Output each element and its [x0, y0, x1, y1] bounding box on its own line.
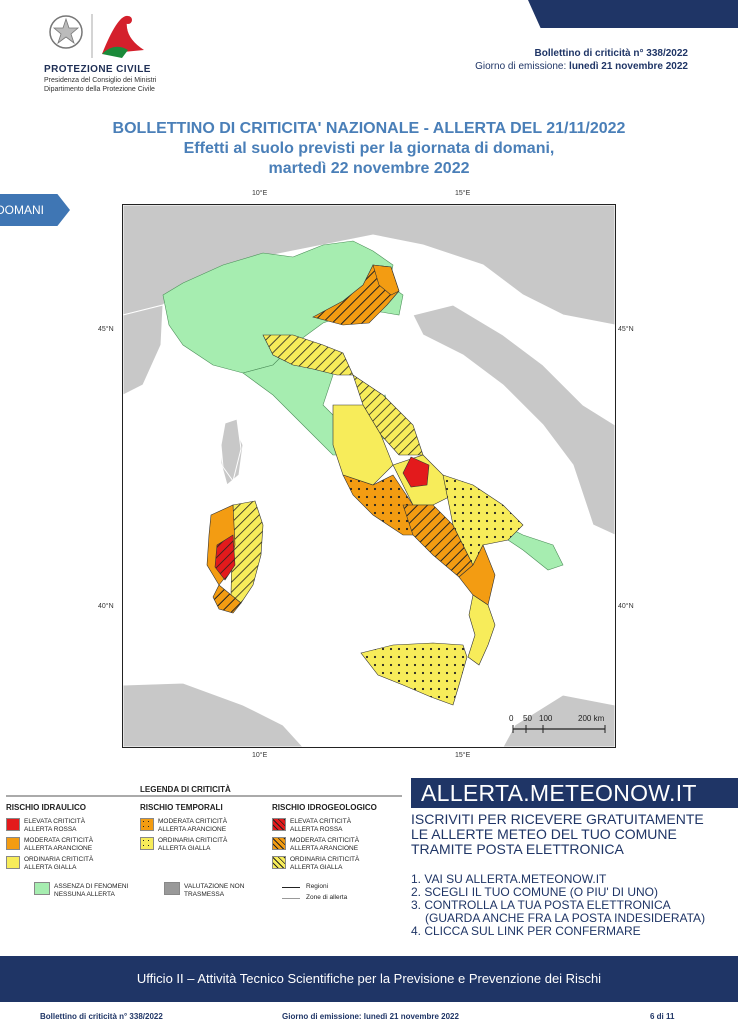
lat-tick-label: 40°N — [618, 603, 634, 610]
bulletin-number: Bollettino di criticità n° 338/2022 — [534, 48, 689, 59]
legend-header-temporali: RISCHIO TEMPORALI — [140, 803, 223, 812]
zone-calabria — [467, 594, 496, 666]
zone-sicily — [360, 642, 468, 706]
zone-emilia — [262, 334, 354, 376]
domani-tab[interactable]: DOMANI — [0, 194, 70, 226]
swatch-idrogeologico-gialla — [272, 856, 286, 869]
legend-item: ELEVATA CRITICITÀ ALLERTA ROSSA — [24, 818, 86, 833]
lon-tick-label: 10°E — [252, 752, 268, 759]
swatch-valutazione — [164, 882, 180, 895]
legend-item: ORDINARIA CRITICITÀ ALLERTA GIALLA — [158, 837, 228, 852]
zone-puglia — [442, 474, 524, 566]
promo-steps: 1. VAI SU ALLERTA.METEONOW.IT 2. SCEGLI … — [411, 872, 706, 938]
alert-map: 0 50 100 200 km — [122, 204, 616, 748]
zone-sardinia-south — [212, 584, 242, 614]
page-title: BOLLETTINO DI CRITICITA' NAZIONALE - ALL… — [112, 120, 626, 137]
legend-title: LEGENDA DI CRITICITÀ — [140, 785, 231, 794]
scale-label: 50 — [523, 714, 532, 723]
corsica — [220, 418, 242, 483]
legend-header-idrogeologico: RISCHIO IDROGEOLOGICO — [272, 803, 377, 812]
legend-item: MODERATA CRITICITÀ ALLERTA ARANCIONE — [158, 818, 228, 833]
swatch-idraulico-gialla — [6, 856, 20, 869]
org-subtitle: Presidenza del Consiglio dei Ministri Di… — [44, 77, 157, 93]
swatch-temporali-arancione — [140, 818, 154, 831]
legend-item: ORDINARIA CRITICITÀ ALLERTA GIALLA — [290, 856, 360, 871]
legend — [6, 782, 402, 910]
page-number: 6 di 11 — [650, 1012, 675, 1021]
legend-item: ELEVATA CRITICITÀ ALLERTA ROSSA — [290, 818, 352, 833]
page-subtitle: Effetti al suolo previsti per la giornat… — [183, 140, 555, 157]
legend-zone: Zone di allerta — [306, 894, 348, 901]
legend-item: MODERATA CRITICITÀ ALLERTA ARANCIONE — [24, 837, 94, 852]
lon-tick-label: 10°E — [252, 190, 268, 197]
zone-friuli — [372, 264, 400, 296]
scale-bar: 0 50 100 200 km — [509, 714, 606, 733]
regioni-line-icon — [282, 887, 300, 888]
legend-item: VALUTAZIONE NON TRASMESSA — [184, 883, 245, 898]
emblem-icon — [49, 15, 83, 49]
zone-abruzzo-red — [402, 456, 430, 488]
office-footer: Ufficio II – Attività Tecnico Scientific… — [0, 956, 738, 1002]
promo-site-link[interactable]: ALLERTA.METEONOW.IT — [411, 778, 738, 808]
scale-label: 100 — [539, 714, 553, 723]
protezione-civile-mark-icon — [102, 15, 144, 58]
swatch-idrogeologico-arancione — [272, 837, 286, 850]
legend-item: MODERATA CRITICITÀ ALLERTA ARANCIONE — [290, 837, 360, 852]
swatch-temporali-gialla — [140, 837, 154, 850]
legend-regioni: Regioni — [306, 883, 329, 890]
swatch-idraulico-arancione — [6, 837, 20, 850]
page-subtitle-date: martedì 22 novembre 2022 — [268, 160, 470, 177]
swatch-assenza — [34, 882, 50, 895]
footer-issue: Giorno di emissione: lunedì 21 novembre … — [282, 1012, 459, 1021]
lat-tick-label: 40°N — [98, 603, 114, 610]
footer-bulletin: Bollettino di criticità n° 338/2022 — [40, 1012, 163, 1021]
zone-sardinia-red — [214, 534, 236, 581]
top-corner-bar — [528, 0, 738, 28]
lat-tick-label: 45°N — [98, 326, 114, 333]
legend-item: ORDINARIA CRITICITÀ ALLERTA GIALLA — [24, 856, 94, 871]
zone-tuscany-umbria — [332, 404, 394, 486]
swatch-idraulico-rossa — [6, 818, 20, 831]
legend-item: ASSENZA DI FENOMENI NESSUNA ALLERTA — [54, 883, 129, 898]
zone-line-icon — [282, 898, 300, 899]
swatch-idrogeologico-rossa — [272, 818, 286, 831]
scale-label: 200 km — [578, 714, 605, 723]
legend-header-idraulico: RISCHIO IDRAULICO — [6, 803, 86, 812]
lon-tick-label: 15°E — [455, 190, 471, 197]
scale-label: 0 — [509, 714, 514, 723]
promo-subtitle: ISCRIVITI PER RICEVERE GRATUITAMENTE LE … — [411, 811, 704, 857]
issue-date: Giorno di emissione: lunedì 21 novembre … — [475, 61, 688, 72]
protezione-civile-logo — [44, 10, 174, 96]
org-name: PROTEZIONE CIVILE — [44, 64, 151, 75]
lon-tick-label: 15°E — [455, 752, 471, 759]
lat-tick-label: 45°N — [618, 326, 634, 333]
